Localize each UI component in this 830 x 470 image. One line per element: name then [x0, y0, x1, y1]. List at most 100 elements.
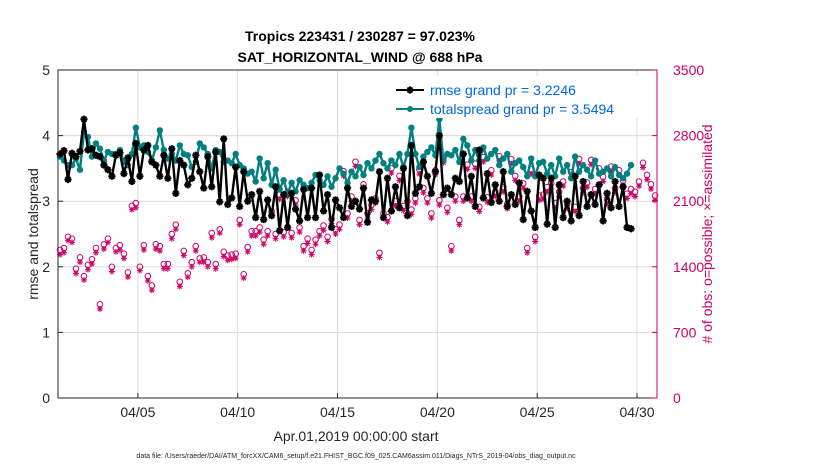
rmse-point	[180, 161, 188, 169]
obs-assimilated-marker	[444, 209, 451, 216]
rmse-point	[315, 171, 324, 179]
rmse-point	[240, 168, 248, 176]
totalspread-point	[348, 168, 355, 175]
totalspread-point	[92, 140, 100, 147]
totalspread-point	[296, 177, 303, 184]
legend-box	[392, 76, 642, 118]
obs-assimilated-marker	[476, 208, 483, 215]
totalspread-point	[368, 165, 375, 172]
rmse-point	[599, 217, 607, 225]
totalspread-point	[384, 165, 391, 172]
left-axis-ticks: 0 1 2 3 4 5	[42, 62, 63, 406]
rmse-point	[343, 184, 352, 192]
totalspread-point	[500, 155, 507, 162]
rmse-point	[507, 191, 515, 199]
totalspread-point	[428, 144, 435, 151]
right-tick-label: 3500	[673, 62, 704, 78]
obs-assimilated-marker	[220, 253, 227, 260]
rmse-point	[164, 174, 172, 182]
totalspread-point	[380, 159, 387, 167]
rmse-point	[583, 202, 591, 211]
right-tick-label: 2800	[673, 128, 704, 144]
legend-spread-label: totalspread grand pr = 3.5494	[430, 101, 614, 117]
obs-assimilated-marker	[92, 249, 99, 256]
rmse-point	[543, 220, 551, 228]
obs-assimilated-marker	[520, 185, 527, 192]
rmse-point	[439, 191, 447, 199]
totalspread-point	[607, 173, 615, 180]
rmse-point	[124, 154, 132, 162]
totalspread-point	[176, 142, 183, 149]
right-axis-label: # of obs: o=possible; ×=assimilated	[699, 124, 715, 343]
totalspread-point	[96, 145, 104, 152]
totalspread-point	[280, 177, 287, 184]
obs-assimilated-marker	[80, 276, 87, 283]
rmse-point	[607, 204, 615, 212]
rmse-point	[455, 177, 463, 186]
totalspread-point	[388, 157, 395, 164]
rmse-point	[335, 204, 344, 212]
obs-assimilated-marker	[356, 221, 363, 228]
obs-assimilated-marker	[260, 241, 267, 248]
rmse-point	[116, 149, 124, 157]
x-tick-label: 04/10	[220, 404, 255, 420]
totalspread-point	[324, 173, 331, 180]
totalspread-point	[396, 150, 403, 158]
rmse-point	[539, 174, 547, 182]
totalspread-point	[184, 152, 191, 159]
obs-assimilated-marker	[228, 256, 235, 263]
rmse-point	[280, 191, 288, 199]
rmse-point	[387, 207, 396, 215]
rmse-point	[196, 168, 204, 176]
obs-assimilated-marker	[252, 232, 259, 239]
rmse-point	[104, 166, 112, 174]
obs-assimilated-marker	[312, 241, 319, 248]
rmse-point	[527, 207, 535, 215]
totalspread-point	[376, 150, 383, 158]
totalspread-point	[555, 155, 563, 162]
rmse-point	[311, 214, 320, 222]
totalspread-point	[232, 150, 239, 158]
obs-assimilated-marker	[428, 215, 435, 222]
obs-assimilated-marker	[448, 247, 455, 254]
rmse-point	[443, 184, 451, 192]
totalspread-point	[132, 124, 140, 131]
obs-assimilated-marker	[376, 254, 383, 261]
legend-spread-marker	[407, 106, 413, 112]
rmse-point	[411, 189, 420, 197]
rmse-point	[587, 191, 595, 199]
rmse-point	[284, 223, 292, 232]
obs-assimilated-marker	[200, 259, 207, 266]
totalspread-point	[539, 158, 547, 166]
totalspread-point	[583, 166, 591, 173]
totalspread-point	[575, 168, 583, 175]
totalspread-point	[516, 157, 523, 164]
rmse-point	[252, 214, 260, 222]
obs-assimilated-marker	[524, 249, 531, 256]
rmse-point	[120, 170, 128, 178]
rmse-point	[132, 139, 140, 148]
obs-assimilated-marker	[172, 226, 179, 233]
totalspread-point	[152, 144, 160, 151]
obs-assimilated-marker	[288, 234, 295, 241]
x-axis-ticks: 04/05 04/10 04/15 04/20 04/25 04/30	[120, 393, 655, 420]
obs-assimilated-marker	[96, 305, 103, 312]
legend-rmse-label: rmse grand pr = 3.2246	[430, 82, 576, 98]
obs-assimilated-marker	[104, 239, 111, 246]
rmse-point	[431, 168, 439, 176]
totalspread-point	[504, 150, 511, 158]
rmse-point	[383, 174, 392, 182]
obs-assimilated-marker	[632, 193, 639, 200]
totalspread-point	[508, 168, 515, 175]
totalspread-point	[543, 170, 551, 177]
rmse-point	[160, 151, 168, 159]
rmse-point	[327, 223, 336, 232]
rmse-point	[423, 172, 431, 180]
rmse-point	[487, 198, 495, 207]
obs-assimilated-marker	[264, 232, 271, 239]
rmse-point	[415, 183, 423, 191]
totalspread-point	[256, 155, 263, 162]
obs-assimilated-marker	[280, 233, 287, 240]
totalspread-point	[623, 170, 631, 177]
